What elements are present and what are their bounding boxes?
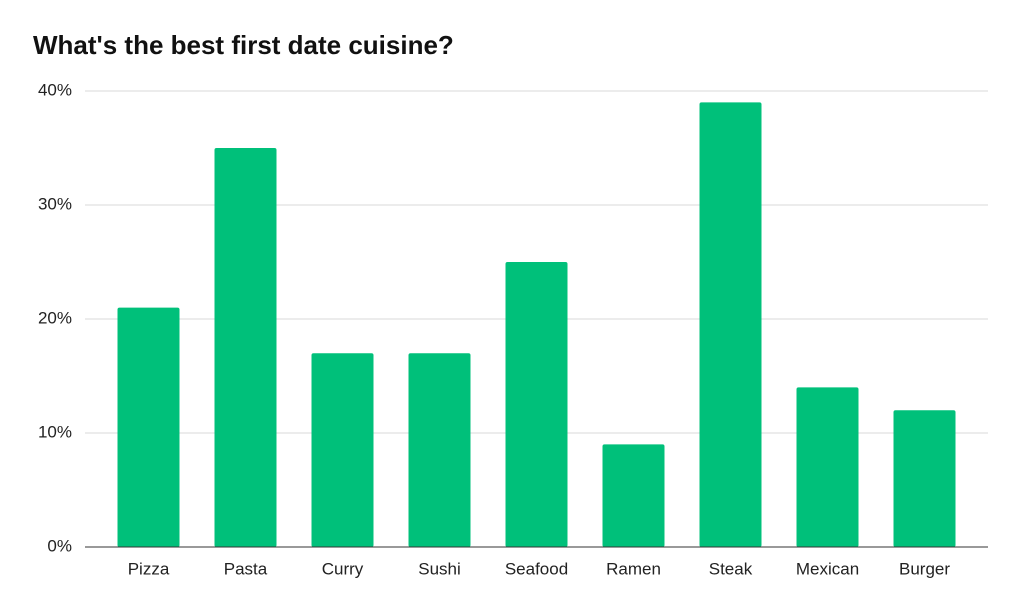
x-tick-label: Pizza [128,559,170,578]
bar [796,387,859,547]
bar [893,410,956,547]
chart-title: What's the best first date cuisine? [33,30,454,60]
x-tick-label: Steak [709,559,753,578]
y-tick-label: 30% [38,194,72,213]
y-tick-label: 40% [38,80,72,99]
y-tick-label: 10% [38,422,72,441]
x-tick-label: Curry [322,559,364,578]
bar [505,262,568,547]
bar [214,148,277,547]
x-tick-label: Seafood [505,559,568,578]
bar [602,444,665,547]
bar [408,353,471,547]
bar [117,307,180,547]
bar [699,102,762,548]
y-tick-label: 20% [38,308,72,327]
x-tick-label: Sushi [418,559,461,578]
x-tick-label: Ramen [606,559,661,578]
bar [311,353,374,547]
x-tick-label: Mexican [796,559,859,578]
x-tick-label: Pasta [224,559,268,578]
y-tick-label: 0% [47,536,72,555]
x-tick-label: Burger [899,559,950,578]
